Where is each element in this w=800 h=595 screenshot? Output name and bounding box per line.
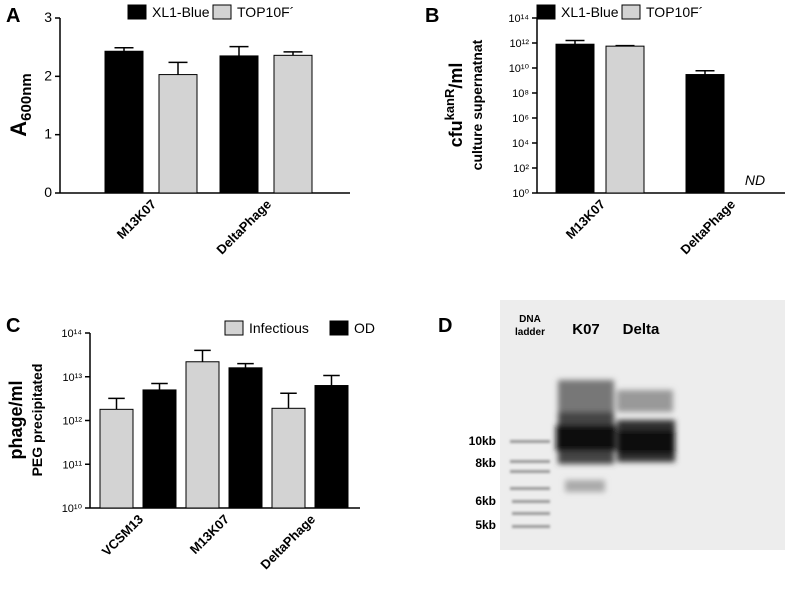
x-tick-label: DeltaPhage — [677, 197, 738, 258]
panel-label: C — [6, 315, 20, 337]
y-tick-label: 10⁰ — [512, 188, 529, 200]
x-tick-label: M13K07 — [187, 512, 232, 557]
legend-label: XL1-Blue — [561, 4, 619, 20]
legend-label: Infectious — [249, 320, 309, 336]
size-marker: 6kb — [475, 494, 496, 508]
bar — [99, 408, 134, 509]
y-tick-label: 1 — [44, 126, 52, 142]
legend-swatch — [224, 320, 244, 336]
x-tick-label: DeltaPhage — [213, 197, 274, 258]
y-tick-label: 10⁴ — [512, 138, 529, 150]
legend-swatch — [329, 320, 349, 336]
annotation: ND — [745, 172, 765, 188]
y-tick-label: 10¹¹ — [62, 459, 82, 471]
legend-label: TOP10F´ — [646, 4, 703, 20]
lane-label: DNA — [519, 314, 541, 325]
size-marker: 5kb — [475, 518, 496, 532]
y-tick-label: 10¹⁴ — [61, 328, 82, 340]
lane-label: ladder — [515, 327, 545, 338]
y-tick-label: 10¹⁰ — [62, 503, 83, 515]
legend-label: OD — [354, 320, 375, 336]
bar — [605, 45, 645, 194]
lane-label: K07 — [572, 321, 600, 338]
bar — [685, 74, 725, 194]
bar — [104, 50, 144, 194]
y-label-suffix: /ml — [446, 63, 466, 89]
x-tick-label: DeltaPhage — [257, 512, 318, 573]
y-tick-label: 10¹⁰ — [509, 63, 530, 75]
bar — [142, 389, 177, 509]
y-tick-label: 2 — [44, 67, 52, 83]
lane-label: Delta — [623, 321, 660, 338]
legend-swatch — [536, 4, 556, 20]
y-axis-label-2: PEG precipitated — [29, 364, 45, 477]
bar — [271, 407, 306, 509]
y-tick-label: 10¹⁴ — [508, 13, 529, 25]
bar — [158, 74, 198, 194]
y-label-sub: 600nm — [18, 73, 35, 121]
y-axis-label: A600nm — [6, 73, 35, 136]
legend-label: XL1-Blue — [152, 4, 210, 20]
size-marker: 8kb — [475, 456, 496, 470]
y-tick-label: 10¹² — [62, 416, 82, 428]
y-tick-label: 10¹² — [509, 38, 529, 50]
bar — [273, 54, 313, 194]
x-tick-label: M13K07 — [114, 197, 159, 242]
y-tick-label: 10² — [513, 163, 529, 175]
gel-image — [500, 300, 785, 550]
y-tick-label: 0 — [44, 184, 52, 200]
x-tick-label: M13K07 — [563, 197, 608, 242]
bar — [228, 367, 263, 509]
y-axis-label-2: culture supernatnat — [469, 39, 485, 170]
y-label-sup: kanR — [442, 88, 457, 120]
y-label-main: cfu — [446, 120, 466, 147]
bar — [555, 43, 595, 194]
bar — [314, 385, 349, 509]
bar — [219, 55, 259, 194]
y-tick-label: 3 — [44, 9, 52, 25]
size-marker: 10kb — [469, 434, 496, 448]
panel-label: D — [438, 315, 452, 337]
y-tick-label: 10⁶ — [512, 113, 529, 125]
panel-label: A — [6, 5, 20, 27]
bar — [185, 361, 220, 509]
y-axis-label: phage/ml — [6, 380, 26, 459]
y-tick-label: 10⁸ — [512, 88, 529, 100]
legend-swatch — [212, 4, 232, 20]
y-label-main: A — [6, 121, 31, 137]
panel-label: B — [425, 5, 439, 27]
legend-label: TOP10F´ — [237, 4, 294, 20]
y-axis-label: cfukanR/ml — [442, 63, 466, 148]
y-tick-label: 10¹³ — [62, 372, 82, 384]
legend-swatch — [127, 4, 147, 20]
x-tick-label: VCSM13 — [99, 512, 146, 559]
legend-swatch — [621, 4, 641, 20]
